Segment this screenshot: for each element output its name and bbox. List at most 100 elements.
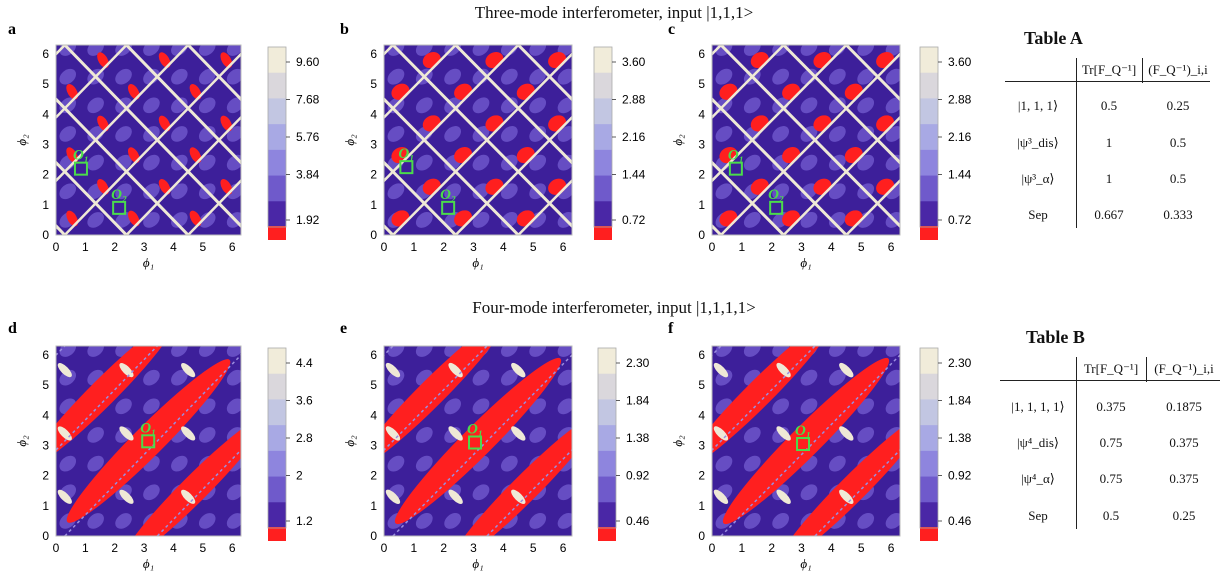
x-tick-label: 5	[530, 541, 537, 555]
contour-blob	[743, 154, 761, 171]
contour-blob	[800, 369, 818, 386]
x-tick-label: 4	[828, 541, 835, 555]
table-b-cell: 0.375	[1169, 435, 1199, 450]
contour-blob	[715, 68, 733, 85]
marker-label: O₂	[111, 187, 127, 203]
contour-blob	[828, 45, 846, 56]
x-tick-label: 4	[170, 240, 177, 254]
contour-blob	[800, 183, 818, 200]
contour-blob	[87, 346, 104, 357]
contour-lens	[713, 489, 729, 504]
x-tick-label: 2	[111, 240, 118, 254]
colorbar-swatch	[594, 149, 612, 177]
marker-label: O₁	[467, 422, 483, 438]
colorbar-swatch	[920, 450, 938, 478]
contour-lens	[837, 297, 856, 316]
contour-blob	[387, 126, 405, 142]
contour-blob	[772, 183, 790, 200]
contour-lens	[509, 297, 528, 316]
x-tick-label: 6	[560, 240, 567, 254]
contour-lens	[776, 489, 791, 504]
contour-lens	[384, 297, 403, 316]
x-tick-label: 2	[440, 541, 447, 555]
contour-blob	[743, 97, 761, 114]
contour-blob	[500, 455, 518, 472]
y-tick-label: 3	[698, 439, 705, 453]
contour-ridge	[845, 178, 900, 235]
x-tick-label: 3	[798, 541, 805, 555]
panel-letter: d	[8, 320, 17, 337]
plot-frame	[383, 44, 573, 236]
x-tick-label: 6	[560, 541, 567, 555]
contour-blob	[387, 68, 405, 85]
contour-blob	[828, 212, 846, 228]
contour-lens	[448, 426, 463, 441]
x-tick-label: 0	[53, 541, 60, 555]
contour-lens	[572, 487, 591, 506]
contour-blob	[226, 513, 241, 529]
contour-lens	[572, 297, 591, 316]
contour-blob	[198, 346, 216, 357]
contour-blob	[857, 427, 875, 443]
contour-plot	[712, 45, 900, 235]
contour-blob	[472, 45, 490, 56]
panel-e: e O₁ 00 1 1 2 2 3 3 4 4 5 5 6 6 ϕ₁ ϕ₂ 2.30 1.84 1.38 0.92 0.4…	[340, 297, 650, 571]
x-tick-label: 6	[229, 240, 236, 254]
x-tick-label: 3	[798, 240, 805, 254]
contour-blob	[143, 398, 160, 415]
colorbar-swatch	[268, 47, 286, 74]
contour-blob	[171, 126, 188, 142]
contour-band	[66, 359, 231, 523]
colorbar-tick-label: 0.46	[948, 514, 972, 528]
contour-blob	[500, 126, 518, 142]
colorbar-tick-label: 3.6	[296, 394, 313, 408]
contour-lens	[385, 489, 401, 504]
contour-blob	[198, 513, 216, 529]
contour-blob	[143, 45, 160, 56]
contour-blob	[857, 513, 875, 529]
table-a-cell: 1	[1105, 135, 1113, 150]
contour-blob	[828, 126, 846, 142]
table-a-title: Table A	[1024, 28, 1083, 48]
colorbar-tick-label: 2	[296, 469, 303, 483]
colorbar-swatch	[920, 201, 938, 228]
contour-blob	[557, 126, 572, 142]
contour-blob	[143, 484, 160, 501]
panel-letter: a	[8, 21, 16, 38]
x-tick-label: 5	[858, 541, 865, 555]
contour-blob	[857, 97, 875, 114]
colorbar-swatch	[268, 124, 286, 151]
y-tick-label: 5	[698, 77, 705, 91]
colorbar-tick-label: 3.60	[622, 55, 646, 69]
contour-ridge	[187, 45, 241, 102]
table-a-cell: 0.25	[1166, 98, 1190, 113]
marker-box	[769, 200, 784, 215]
contour-blob	[115, 183, 132, 200]
contour-blob	[743, 346, 761, 357]
table-b-row-label: |1, 1, 1, 1⟩	[1011, 399, 1065, 414]
y-tick-label: 1	[698, 198, 705, 212]
table-a-row-label: |ψ³_dis⟩	[1017, 135, 1059, 150]
contour-blob	[743, 455, 761, 472]
contour-line	[720, 353, 900, 536]
marker-label: O₂	[768, 187, 784, 203]
contour-line	[384, 346, 488, 452]
contour-peak	[66, 210, 79, 227]
contour-blob	[226, 68, 241, 85]
contour-blob	[500, 212, 518, 228]
contour-blob	[59, 455, 77, 472]
contour-peak	[158, 115, 171, 132]
contour-line	[56, 346, 66, 357]
contour-ridge	[187, 178, 241, 235]
contour-blob	[472, 154, 490, 171]
colorbar-swatch	[920, 175, 938, 202]
contour-blob	[885, 68, 900, 85]
contour-blob	[226, 484, 241, 501]
contour-blob	[87, 154, 104, 171]
contour-peak	[158, 178, 171, 195]
colorbar-tick-label: 2.88	[948, 93, 972, 107]
y-tick-label: 2	[698, 469, 705, 483]
contour-blob	[557, 398, 572, 415]
contour-line	[156, 448, 241, 536]
